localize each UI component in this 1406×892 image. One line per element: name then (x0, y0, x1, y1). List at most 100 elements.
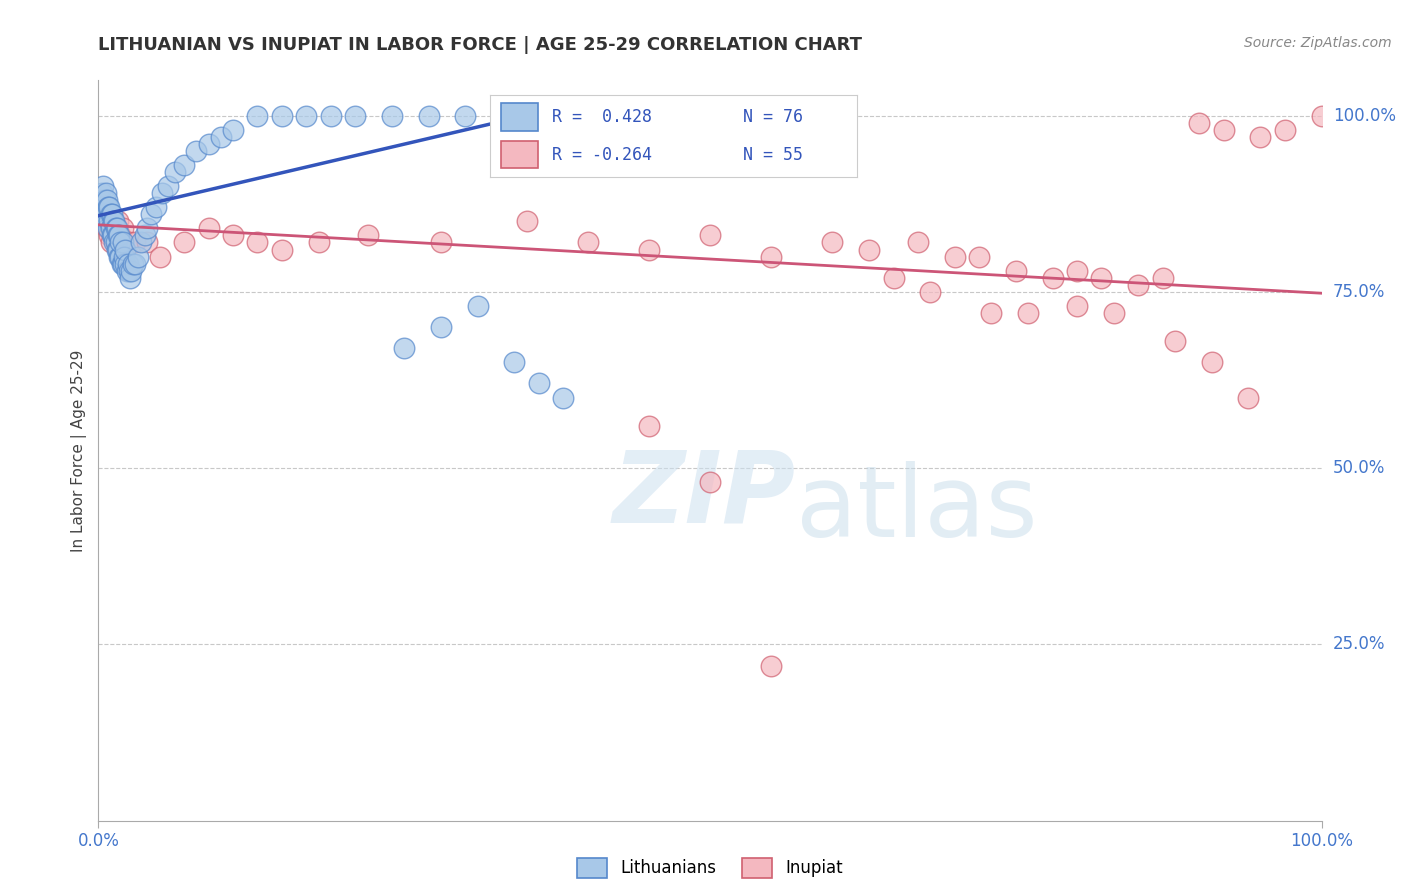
Point (821, 235, 844, 250)
Text: LITHUANIAN VS INUPIAT IN LABOR FORCE | AGE 25-29 CORRELATION CHART: LITHUANIAN VS INUPIAT IN LABOR FORCE | A… (98, 36, 862, 54)
Point (943, 250, 966, 264)
Point (118, 263, 141, 277)
Point (101, 228, 124, 243)
Point (1212, 122, 1234, 136)
Point (107, 243, 129, 257)
Y-axis label: In Labor Force | Age 25-29: In Labor Force | Age 25-29 (72, 350, 87, 551)
Point (114, 257, 136, 271)
Text: 50.0%: 50.0% (1333, 459, 1385, 477)
Point (93, 193, 115, 207)
Point (576, 235, 599, 250)
Point (96, 193, 118, 207)
Point (699, 228, 721, 243)
Point (173, 158, 195, 172)
Point (117, 257, 139, 271)
Point (418, 109, 440, 123)
Point (91, 186, 114, 200)
Point (97, 200, 120, 214)
Point (111, 221, 134, 235)
Point (104, 235, 127, 250)
Point (319, 109, 342, 123)
Point (101, 207, 124, 221)
Point (527, 376, 550, 391)
Point (105, 221, 128, 235)
Point (197, 221, 219, 235)
Point (115, 263, 138, 277)
Point (90, 193, 112, 207)
Point (111, 257, 134, 271)
Point (89, 200, 111, 214)
Point (1188, 115, 1211, 129)
Text: atlas: atlas (796, 461, 1038, 558)
Point (222, 122, 245, 136)
Point (104, 235, 127, 250)
Point (173, 235, 195, 250)
Point (94, 207, 117, 221)
Point (91, 207, 114, 221)
Point (150, 186, 173, 200)
Point (467, 299, 489, 313)
Point (1128, 277, 1150, 292)
Point (114, 243, 136, 257)
Point (515, 214, 537, 228)
Point (907, 235, 929, 250)
Point (105, 243, 128, 257)
Point (100, 221, 122, 235)
Point (91, 200, 114, 214)
Point (120, 270, 142, 285)
Point (246, 109, 269, 123)
Point (1066, 263, 1088, 277)
Point (491, 109, 513, 123)
Point (1090, 270, 1112, 285)
Point (503, 355, 526, 369)
Point (1017, 306, 1039, 320)
Point (93, 200, 115, 214)
Point (112, 250, 135, 264)
Point (110, 228, 132, 243)
Point (222, 228, 245, 243)
Point (97, 221, 120, 235)
Point (124, 257, 146, 271)
Point (98, 214, 121, 228)
Point (392, 341, 416, 355)
Point (101, 228, 124, 243)
Point (209, 129, 232, 144)
Point (127, 250, 149, 264)
Point (111, 235, 134, 250)
Legend: Lithuanians, Inupiat: Lithuanians, Inupiat (569, 849, 851, 887)
Point (91, 179, 114, 194)
Point (103, 214, 125, 228)
Point (1310, 109, 1333, 123)
Point (1066, 299, 1088, 313)
Point (124, 235, 146, 250)
Point (1164, 334, 1187, 348)
Point (98, 200, 121, 214)
Point (920, 285, 942, 299)
Point (110, 250, 132, 264)
Point (270, 109, 294, 123)
Point (883, 270, 905, 285)
Point (1004, 263, 1026, 277)
Text: 100.0%: 100.0% (1333, 106, 1396, 125)
Point (761, 658, 783, 673)
Point (1249, 129, 1271, 144)
Point (430, 235, 453, 250)
Point (270, 243, 294, 257)
Point (96, 221, 118, 235)
Point (967, 250, 990, 264)
Point (1201, 355, 1223, 369)
Point (120, 263, 142, 277)
Point (93, 214, 115, 228)
Point (149, 250, 172, 264)
Text: Source: ZipAtlas.com: Source: ZipAtlas.com (1244, 36, 1392, 50)
Point (980, 306, 1002, 320)
Point (1042, 270, 1064, 285)
Point (118, 235, 141, 250)
Point (108, 228, 131, 243)
Point (100, 235, 122, 250)
Point (699, 475, 721, 490)
Text: 25.0%: 25.0% (1333, 635, 1385, 653)
Point (1237, 391, 1260, 405)
Point (165, 165, 187, 179)
Point (430, 320, 453, 334)
